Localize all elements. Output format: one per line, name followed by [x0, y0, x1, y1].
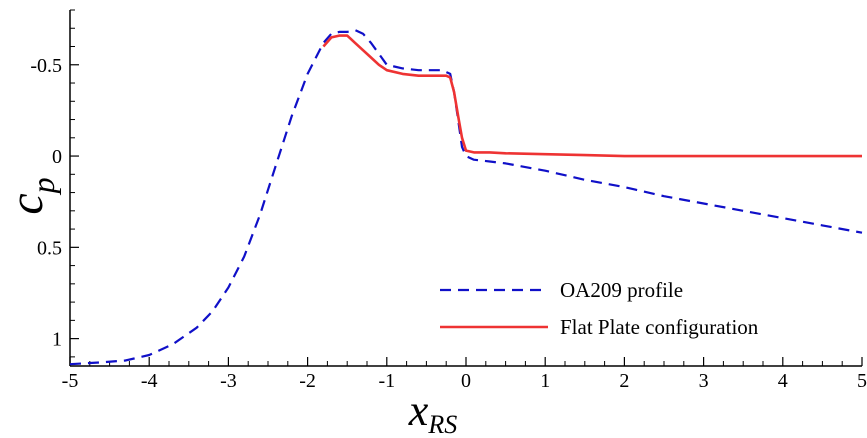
x-tick-label: -1 [378, 370, 395, 392]
series-line-flat-plate [322, 34, 862, 158]
x-tick-label: -4 [141, 370, 158, 392]
series-line-oa209-profile [69, 29, 863, 366]
x-tick-label: 2 [619, 370, 629, 392]
legend-label: Flat Plate configuration [560, 315, 759, 339]
y-tick-label: -0.5 [30, 55, 62, 77]
y-tick-label: 0.5 [37, 237, 62, 259]
x-tick-label: 1 [540, 370, 550, 392]
y-tick-label: 1 [52, 329, 62, 351]
ticks: -5 -4 -3 -2 -1 0 1 2 3 4 5 -0.5 0 0.5 1 [30, 9, 867, 392]
x-tick-label: -3 [220, 370, 237, 392]
axes [69, 10, 862, 367]
x-tick-label: 0 [461, 370, 471, 392]
series-lines [69, 29, 863, 366]
x-tick-label: -2 [299, 370, 316, 392]
y-tick-label: 0 [52, 146, 62, 168]
y-axis-title: cp [0, 177, 61, 214]
legend-label: OA209 profile [560, 278, 683, 302]
x-tick-label: -5 [62, 370, 79, 392]
x-tick-label: 3 [699, 370, 709, 392]
legend: OA209 profile Flat Plate configuration [440, 278, 759, 339]
x-tick-label: 5 [857, 370, 867, 392]
x-tick-label: 4 [778, 370, 788, 392]
x-axis-title: xRS [408, 386, 457, 438]
axis-titles: xRS cp [0, 177, 457, 438]
